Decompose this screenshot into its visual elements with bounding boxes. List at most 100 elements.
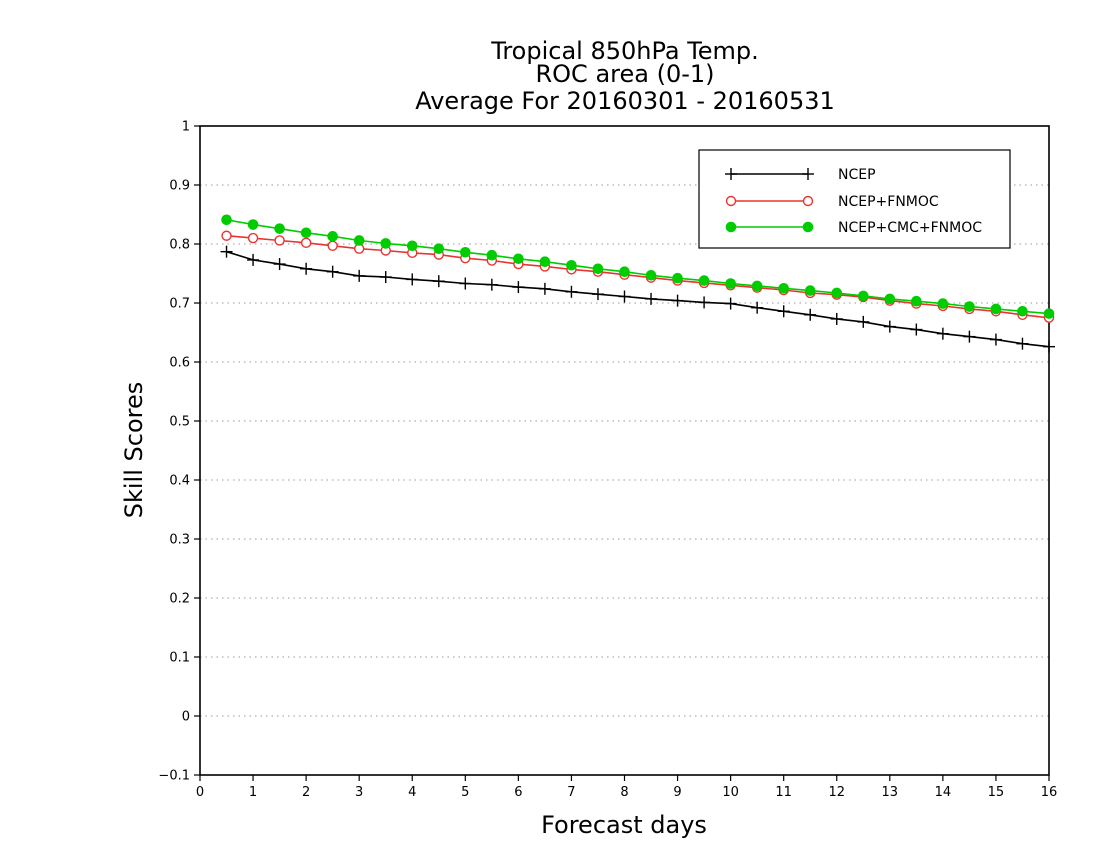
y-tick-label: 0.1: [169, 651, 190, 666]
y-tick-label: 1: [182, 120, 190, 135]
data-point: [751, 280, 763, 292]
data-point: [300, 237, 312, 249]
x-tick-label: 1: [249, 785, 257, 800]
legend-marker: [802, 168, 814, 180]
x-tick-label: 6: [514, 785, 522, 800]
data-point: [433, 243, 445, 255]
data-point: [406, 240, 418, 252]
data-point: [698, 296, 711, 309]
data-point: [778, 282, 789, 294]
data-point: [220, 245, 233, 258]
data-point: [672, 272, 683, 284]
series-line: [226, 250, 1050, 348]
data-point: [698, 275, 710, 286]
data-point: [326, 265, 339, 278]
data-point: [538, 282, 551, 295]
data-point: [618, 290, 631, 303]
data-point: [486, 249, 498, 261]
legend: NCEP NCEP+FNMOC NCEP+CMC+FNMOC: [698, 149, 1011, 249]
data-point: [591, 288, 604, 301]
x-tick-label: 3: [355, 785, 363, 800]
series-2: [221, 214, 1055, 319]
data-point: [1043, 308, 1055, 319]
data-point: [512, 281, 525, 294]
data-point: [671, 294, 684, 307]
chart-title: Tropical 850hPa Temp. ROC area (0-1) Ave…: [415, 37, 835, 115]
title-line-3: Average For 20160301 - 20160531: [415, 87, 835, 115]
legend-marker: [725, 168, 737, 180]
data-point: [274, 223, 285, 234]
x-tick-label: 11: [775, 785, 792, 800]
data-point: [274, 235, 285, 246]
data-point: [379, 271, 392, 284]
data-point: [831, 287, 843, 299]
x-tick-label: 5: [461, 785, 469, 800]
data-point: [883, 320, 896, 333]
legend-box: [698, 149, 1011, 249]
x-tick-label: 4: [408, 785, 416, 800]
data-point: [804, 285, 816, 296]
data-point: [485, 278, 498, 291]
data-point: [539, 256, 551, 268]
x-tick-label: 16: [1041, 785, 1058, 800]
data-point: [857, 290, 869, 302]
data-point: [353, 235, 365, 246]
title-line-2: ROC area (0-1): [535, 60, 714, 88]
data-point: [725, 278, 736, 289]
series-layer: [220, 214, 1055, 353]
y-axis-label: Skill Scores: [120, 382, 148, 519]
y-tick-label: 0.9: [169, 179, 190, 194]
y-tick-label: −0.1: [158, 769, 190, 784]
series-0: [220, 245, 1055, 353]
y-tick-label: 0.8: [169, 238, 190, 253]
data-point: [592, 263, 604, 275]
legend-label: NCEP+CMC+FNMOC: [838, 220, 982, 236]
data-point: [857, 315, 870, 328]
data-point: [247, 219, 259, 230]
x-tick-label: 10: [722, 785, 739, 800]
x-tick-label: 0: [196, 785, 204, 800]
y-tick-label: 0.2: [169, 592, 190, 607]
legend-label: NCEP: [838, 167, 876, 183]
x-tick-label: 9: [673, 785, 681, 800]
data-point: [327, 240, 338, 251]
x-tick-label: 14: [935, 785, 952, 800]
y-tick-label: 0.4: [169, 474, 190, 489]
data-point: [645, 269, 657, 281]
data-point: [911, 295, 922, 307]
data-point: [964, 301, 975, 312]
legend-item: NCEP: [725, 167, 876, 183]
y-tick-label: 0.5: [169, 415, 190, 430]
legend-label: NCEP+FNMOC: [838, 194, 939, 210]
y-tick-label: 0.6: [169, 356, 190, 371]
data-point: [273, 258, 286, 271]
data-point: [936, 327, 949, 340]
data-point: [566, 259, 577, 271]
data-point: [300, 262, 313, 275]
data-point: [963, 330, 976, 343]
data-point: [300, 227, 312, 239]
data-point: [884, 293, 896, 305]
y-axis: −0.1 0 0.1 0.2 0.3 0.4 0.5 0.6 0.7 0.8 0.9 1: [158, 120, 200, 784]
legend-item: NCEP+CMC+FNMOC: [725, 220, 982, 236]
x-tick-label: 13: [882, 785, 899, 800]
data-point: [513, 253, 524, 265]
legend-item: NCEP+FNMOC: [725, 194, 939, 210]
x-tick-label: 7: [567, 785, 575, 800]
y-tick-label: 0.3: [169, 533, 190, 548]
title-line-1: Tropical 850hPa Temp.: [490, 37, 759, 65]
data-point: [619, 266, 630, 278]
data-point: [777, 305, 790, 318]
data-point: [380, 238, 392, 249]
data-point: [432, 275, 445, 288]
data-point: [990, 303, 1002, 315]
x-tick-label: 15: [988, 785, 1005, 800]
data-point: [645, 292, 658, 305]
data-point: [221, 214, 232, 226]
data-point: [804, 308, 817, 321]
x-axis-label: Forecast days: [541, 811, 707, 839]
data-point: [724, 297, 737, 310]
data-point: [247, 232, 259, 244]
data-point: [459, 277, 472, 290]
